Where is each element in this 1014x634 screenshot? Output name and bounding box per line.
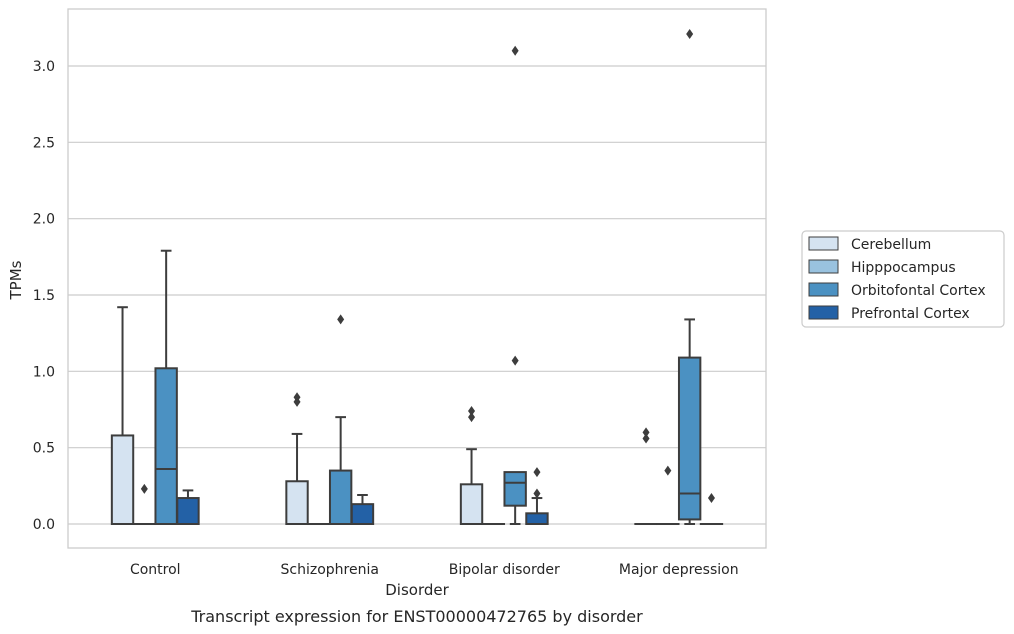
x-tick-label: Control <box>130 562 181 578</box>
box-orbitofontal-cortex <box>677 28 702 525</box>
outlier-point <box>293 392 301 403</box>
y-axis-title: TPMs <box>7 260 25 300</box>
box-body <box>154 367 178 525</box>
box-body <box>459 483 484 526</box>
box-body <box>350 503 375 525</box>
outlier-point <box>533 467 541 478</box>
x-tick-label: Bipolar disorder <box>449 562 560 578</box>
box-orbitofontal-cortex <box>503 45 527 525</box>
box-orbitofontal-cortex <box>328 314 353 526</box>
y-tick-labels: 0.0 0.5 1.0 1.5 2.0 2.5 3.0 <box>33 59 55 533</box>
outlier-point <box>337 314 345 325</box>
plot-frame <box>67 8 767 549</box>
box-hipppocampus <box>132 483 157 526</box>
box-body <box>285 480 309 525</box>
y-tick-label: 0.5 <box>33 441 55 457</box>
y-tick-label: 1.0 <box>33 364 55 380</box>
y-tick-label: 2.0 <box>33 212 55 228</box>
legend-swatch <box>808 282 839 297</box>
outlier-point <box>707 493 715 504</box>
outlier-point <box>642 427 650 438</box>
outlier-point <box>511 355 519 366</box>
legend-swatch <box>808 305 839 320</box>
box-cerebellum <box>634 427 658 526</box>
x-tick-label: Major depression <box>619 562 739 578</box>
legend-swatch <box>808 259 839 274</box>
legend-frame <box>801 230 1005 328</box>
outlier-point <box>642 433 650 444</box>
chart-caption: Transcript expression for ENST0000047276… <box>190 607 643 626</box>
outlier-point <box>140 483 148 494</box>
box-body <box>503 471 527 507</box>
outlier-point <box>468 412 476 423</box>
legend: Cerebellum Hipppocampus Orbitofontal Corte… <box>801 230 1005 328</box>
legend-label: Cerebellum <box>851 237 931 253</box>
box-body <box>677 356 702 521</box>
y-tick-label: 0.0 <box>33 517 55 533</box>
box-body <box>328 469 353 526</box>
gridlines <box>68 65 766 525</box>
box-orbitofontal-cortex <box>154 249 178 525</box>
outlier-point <box>664 465 672 476</box>
box-cerebellum <box>110 306 135 526</box>
outlier-point <box>686 28 694 39</box>
y-tick-label: 2.5 <box>33 135 55 151</box>
box-prefrontal-cortex <box>525 467 549 526</box>
box-cerebellum <box>459 406 484 526</box>
box-hipppocampus <box>656 465 680 526</box>
box-series <box>110 28 724 526</box>
legend-label: Hipppocampus <box>851 260 956 276</box>
legend-label: Prefrontal Cortex <box>851 306 970 322</box>
outlier-point <box>511 45 519 56</box>
y-tick-label: 1.5 <box>33 288 55 304</box>
outlier-point <box>533 488 541 499</box>
legend-label: Orbitofontal Cortex <box>851 283 986 299</box>
outlier-point <box>468 406 476 417</box>
x-tick-label: Schizophrenia <box>281 562 379 578</box>
x-tick-labels: Control Schizophrenia Bipolar disorder Majo… <box>130 562 739 578</box>
box-prefrontal-cortex <box>350 493 375 525</box>
box-body <box>525 512 549 526</box>
x-axis-title: Disorder <box>385 581 449 599</box>
box-body <box>176 497 200 525</box>
legend-swatch <box>808 236 839 251</box>
box-body <box>110 434 135 526</box>
box-prefrontal-cortex <box>176 489 200 525</box>
y-tick-label: 3.0 <box>33 59 55 75</box>
box-cerebellum <box>285 392 309 525</box>
box-prefrontal-cortex <box>699 493 724 526</box>
